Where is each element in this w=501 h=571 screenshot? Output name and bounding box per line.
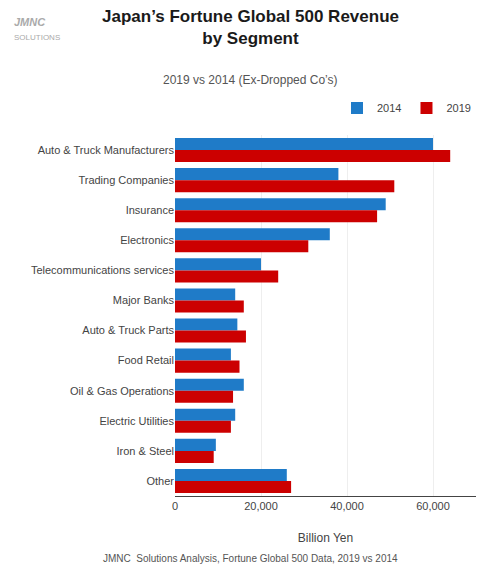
svg-text:Japan’s Fortune Global 500 Rev: Japan’s Fortune Global 500 Revenueby Seg… [102,7,399,48]
svg-text:Auto & Truck Parts: Auto & Truck Parts [82,324,174,336]
svg-text:Oil & Gas Operations: Oil & Gas Operations [70,385,174,397]
svg-text:Auto & Truck Manufacturers: Auto & Truck Manufacturers [38,144,175,156]
svg-text:0: 0 [172,500,178,512]
svg-text:60,000: 60,000 [416,500,450,512]
svg-text:40,000: 40,000 [330,500,364,512]
svg-text:JMNC: JMNC [14,16,46,28]
svg-text:Iron & Steel: Iron & Steel [117,445,174,457]
svg-text:JMNC Solutions Analysis, Fort: JMNC Solutions Analysis, Fortune Global … [103,553,398,564]
svg-text:SOLUTIONS: SOLUTIONS [14,33,60,42]
svg-text:Other: Other [146,475,174,487]
svg-text:Telecommunications services: Telecommunications services [31,264,175,276]
svg-text:Major Banks: Major Banks [113,294,175,306]
svg-text:Trading Companies: Trading Companies [78,174,174,186]
svg-text:Food Retail: Food Retail [118,354,174,366]
svg-text:20,000: 20,000 [244,500,278,512]
svg-text:2019 vs 2014 (Ex-Dropped Co’s): 2019 vs 2014 (Ex-Dropped Co’s) [163,73,338,87]
svg-text:2019: 2019 [446,102,470,114]
svg-text:2014: 2014 [377,102,401,114]
svg-text:Electronics: Electronics [120,234,174,246]
svg-text:Electric Utilities: Electric Utilities [99,415,174,427]
svg-text:Billion Yen: Billion Yen [298,531,353,545]
svg-text:Insurance: Insurance [126,204,174,216]
